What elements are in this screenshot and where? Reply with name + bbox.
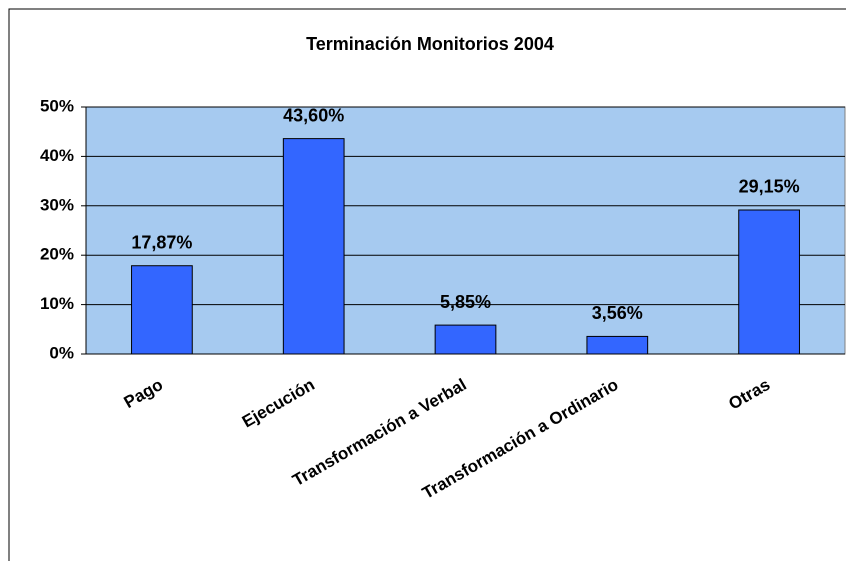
bar — [131, 265, 193, 355]
data-label: 5,85% — [440, 292, 491, 312]
bar — [434, 324, 497, 355]
y-tick-label: 20% — [40, 245, 74, 264]
data-label: 29,15% — [739, 177, 800, 197]
data-label: 3,56% — [592, 303, 643, 323]
bar — [282, 138, 345, 355]
bar — [738, 209, 800, 355]
y-tick-label: 30% — [40, 195, 74, 214]
chart-title: Terminación Monitorios 2004 — [306, 34, 554, 54]
data-label: 17,87% — [131, 232, 192, 252]
y-tick-label: 0% — [49, 343, 74, 362]
y-tick-label: 50% — [40, 96, 74, 115]
y-tick-label: 40% — [40, 146, 74, 165]
plot-area — [85, 106, 846, 355]
y-tick-label: 10% — [40, 294, 74, 313]
bar — [586, 335, 649, 355]
data-label: 43,60% — [283, 105, 344, 125]
